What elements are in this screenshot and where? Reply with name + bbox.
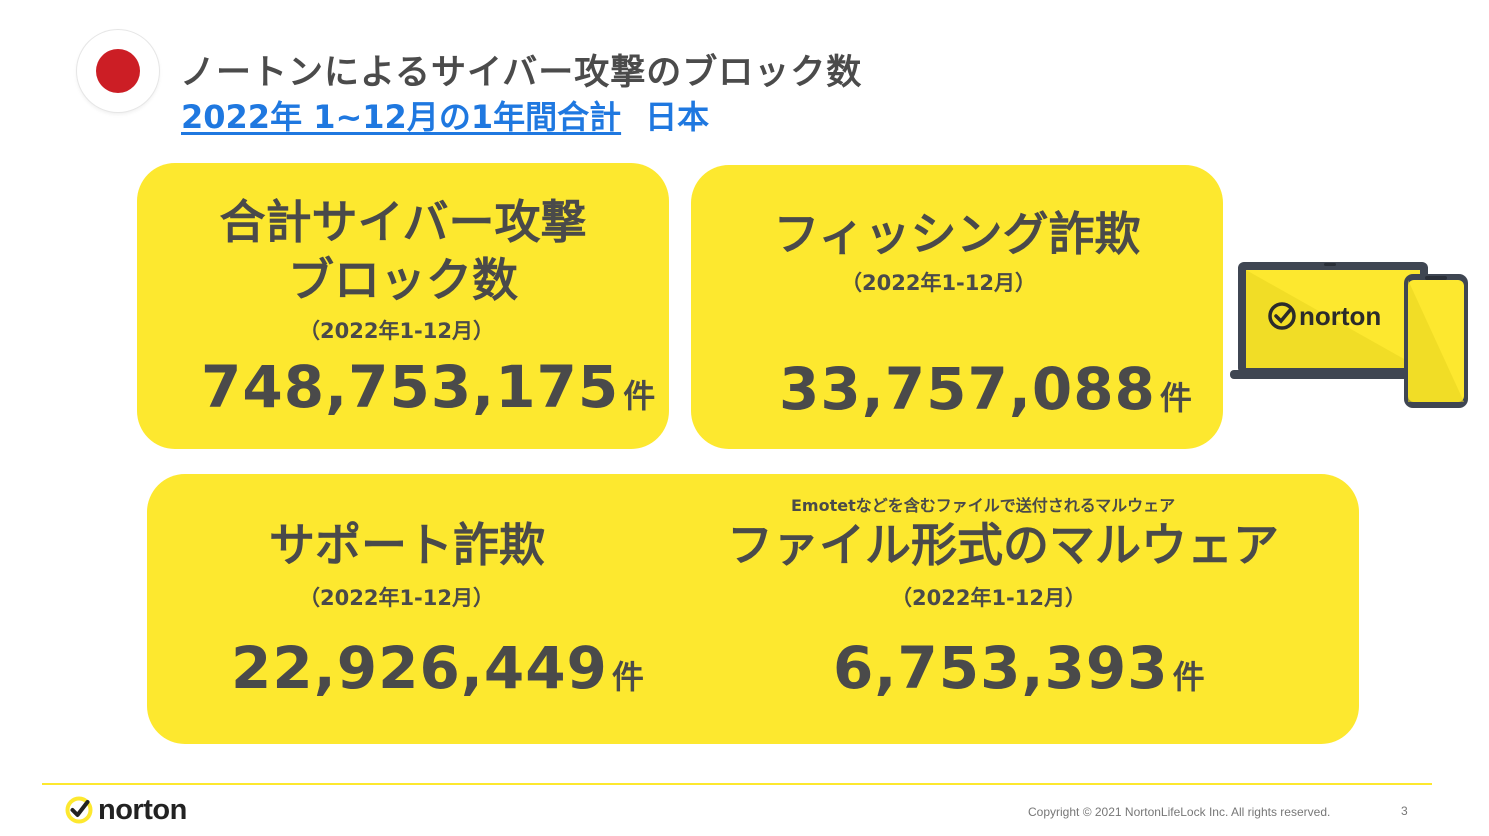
support-malware-card: サポート詐欺 （2022年1-12月） 22,926,449 件 Emotetなど…	[147, 474, 1359, 744]
japan-flag-icon	[77, 30, 159, 112]
phone-notch	[1425, 276, 1447, 280]
malware-period: （2022年1-12月）	[891, 586, 1086, 610]
laptop-base	[1230, 370, 1436, 379]
malware-value: 6,753,393 件	[833, 634, 1206, 702]
malware-number: 6,753,393	[833, 634, 1169, 702]
norton-devices-illustration: norton	[1230, 262, 1468, 408]
laptop-logo-word: norton	[1299, 301, 1381, 331]
total-blocks-period: （2022年1-12月）	[299, 319, 494, 343]
footer-divider	[42, 783, 1432, 785]
support-title: サポート詐欺	[269, 518, 545, 572]
support-number: 22,926,449	[231, 634, 608, 702]
period-label: 2022年 1~12月の1年間合計	[181, 98, 622, 136]
total-blocks-title-line1: 合計サイバー攻撃	[219, 195, 587, 249]
footer-norton-logo: norton	[64, 794, 187, 826]
total-blocks-number: 748,753,175	[201, 353, 620, 421]
support-period: （2022年1-12月）	[299, 586, 494, 610]
support-unit: 件	[611, 658, 645, 696]
phishing-unit: 件	[1159, 379, 1193, 417]
footer-brand-word: norton	[98, 793, 187, 826]
total-blocks-card: 合計サイバー攻撃 ブロック数 （2022年1-12月） 748,753,175 件	[137, 163, 669, 449]
phishing-period: （2022年1-12月）	[841, 271, 1036, 295]
support-value: 22,926,449 件	[231, 634, 645, 702]
phishing-card: フィッシング詐欺 （2022年1-12月） 33,757,088 件	[691, 165, 1223, 449]
phishing-number: 33,757,088	[779, 355, 1156, 423]
page-title: ノートンによるサイバー攻撃のブロック数	[180, 53, 863, 93]
malware-title: ファイル形式のマルウェア	[727, 518, 1279, 572]
total-blocks-unit: 件	[623, 377, 657, 415]
laptop-screen-shade	[1246, 270, 1420, 368]
phishing-value: 33,757,088 件	[779, 355, 1193, 423]
malware-unit: 件	[1172, 658, 1206, 696]
page-subtitle: 2022年 1~12月の1年間合計 日本	[181, 92, 709, 138]
region-label: 日本	[645, 98, 710, 136]
laptop-norton-logo: norton	[1268, 301, 1381, 331]
laptop-camera	[1324, 263, 1336, 266]
flag-sun	[96, 49, 140, 93]
phone-screen-shade	[1408, 280, 1464, 402]
copyright-text: Copyright © 2021 NortonLifeLock Inc. All…	[1028, 805, 1331, 819]
page-number: 3	[1401, 804, 1408, 818]
phishing-title: フィッシング詐欺	[773, 207, 1141, 261]
norton-check-icon	[65, 796, 93, 824]
total-blocks-title-line2: ブロック数	[288, 253, 518, 307]
total-blocks-value: 748,753,175 件	[201, 353, 656, 421]
malware-note: Emotetなどを含むファイルで送付されるマルウェア	[791, 496, 1176, 515]
